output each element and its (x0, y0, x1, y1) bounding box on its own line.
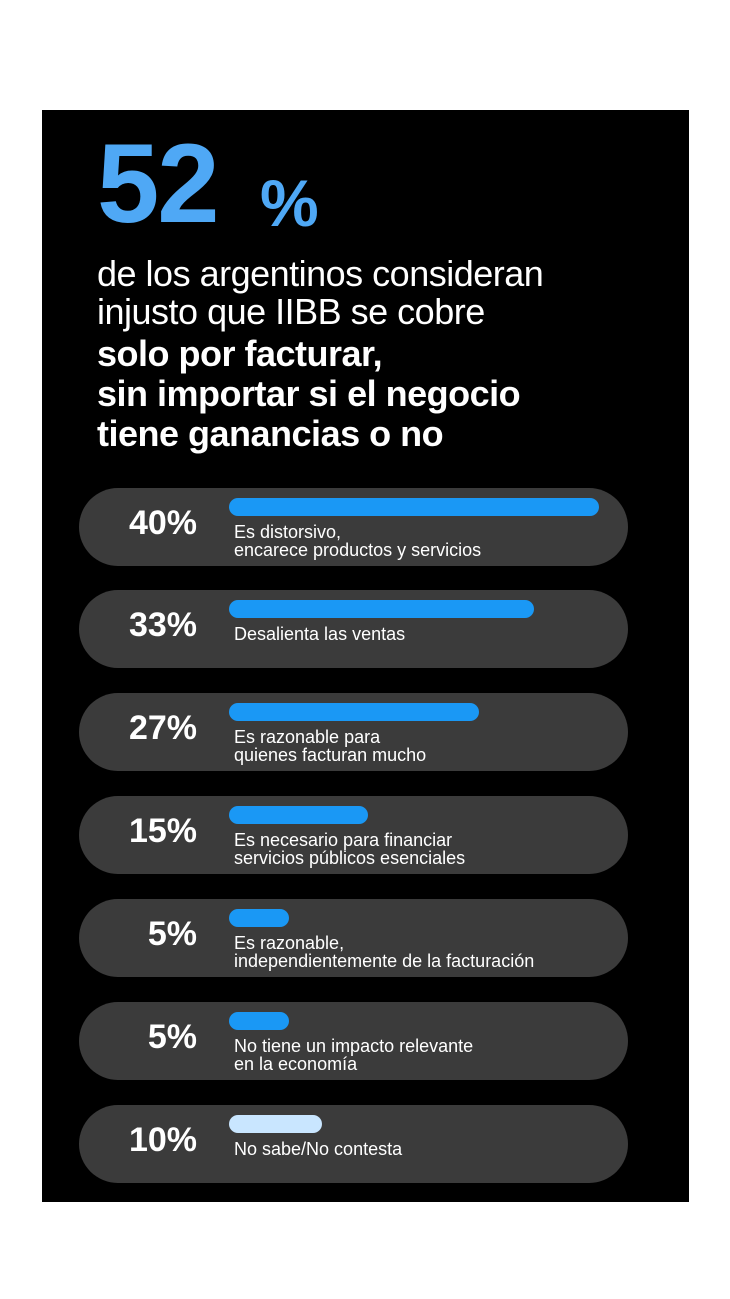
headline-number: 52 (97, 121, 220, 246)
category-label: Es razonable, independientemente de la fa… (234, 934, 534, 970)
category-label-line: Desalienta las ventas (234, 624, 406, 644)
bar (229, 806, 368, 824)
category-label: No sabe/No contesta (234, 1140, 402, 1158)
category-label-line: No tiene un impacto relevante (234, 1036, 474, 1056)
category-label-line: No sabe/No contesta (234, 1139, 403, 1159)
category-label: No tiene un impacto relevante en la econo… (234, 1037, 473, 1073)
category-label-line: Es razonable para (234, 727, 381, 747)
bar (229, 703, 479, 721)
subtitle-line: injusto que IIBB se cobre (97, 291, 485, 332)
category-label: Es necesario para financiar servicios púb… (234, 831, 465, 867)
category-label-line: servicios públicos esenciales (234, 848, 466, 868)
category-label-line: independientemente de la facturación (234, 951, 535, 971)
category-label: Desalienta las ventas (234, 625, 405, 643)
bar-row: 40% Es distorsivo, encarece productos y se… (79, 488, 628, 566)
category-label-line: Es razonable, (234, 933, 345, 953)
value-label: 10% (128, 1121, 197, 1159)
bar-row: 5% No tiene un impacto relevante en la eco… (79, 1002, 628, 1080)
category-label-line: encarece productos y servicios (234, 540, 482, 560)
subtitle-line: sin importar si el negocio (97, 373, 521, 414)
category-label-line: Es necesario para financiar (234, 830, 453, 850)
value-label: 27% (128, 709, 197, 747)
category-label-line: en la economía (234, 1054, 358, 1074)
value-label: 5% (147, 1018, 197, 1056)
infographic-card: 52 % de los argentinos consideran injusto… (42, 110, 689, 1202)
subtitle-line: de los argentinos consideran (97, 253, 544, 294)
bar-row: 33% Desalienta las ventas (79, 590, 628, 668)
bar (229, 498, 599, 516)
headline-percent-sign: % (260, 166, 319, 240)
bar-row: 15% Es necesario para financiar servicios … (79, 796, 628, 874)
value-label: 5% (147, 915, 197, 953)
bar (229, 909, 289, 927)
category-label: Es razonable para quienes facturan mucho (234, 728, 426, 764)
category-label-line: quienes facturan mucho (234, 745, 427, 765)
category-label: Es distorsivo, encarece productos y servi… (234, 523, 481, 559)
bar-row: 27% Es razonable para quienes facturan muc… (79, 693, 628, 771)
bar-row: 10% No sabe/No contesta (79, 1105, 628, 1183)
bar (229, 600, 534, 618)
subtitle-line: solo por facturar, (97, 333, 383, 374)
category-label-line: Es distorsivo, (234, 522, 342, 542)
value-label: 33% (128, 606, 197, 644)
value-label: 40% (128, 504, 197, 542)
bar (229, 1012, 289, 1030)
bar (229, 1115, 322, 1133)
value-label: 15% (128, 812, 197, 850)
subtitle-line: tiene ganancias o no (97, 413, 444, 454)
bar-row: 5% Es razonable, independientemente de la … (79, 899, 628, 977)
